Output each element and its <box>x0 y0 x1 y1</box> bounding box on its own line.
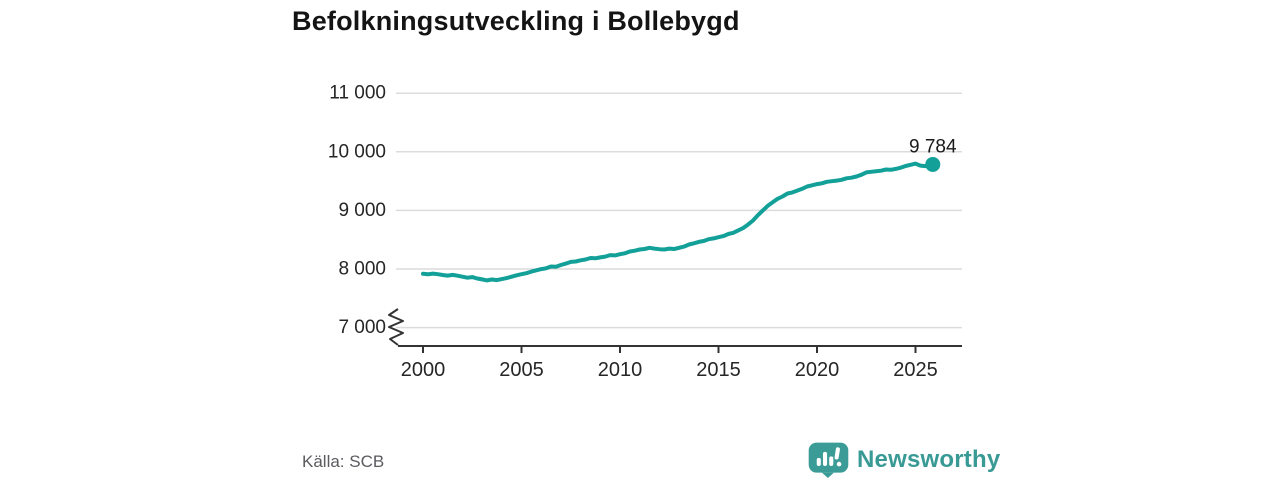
chart-title: Befolkningsutveckling i Bollebygd <box>292 6 740 36</box>
x-axis-tick-label: 2005 <box>499 359 544 381</box>
source-label: Källa: SCB <box>302 452 385 471</box>
y-axis-tick-label: 8 000 <box>338 259 386 280</box>
footer: Källa: SCB Newsworthy <box>0 440 1280 480</box>
end-point-marker <box>925 156 941 172</box>
axis-break-icon <box>388 308 404 346</box>
newsworthy-logo-icon <box>808 442 849 478</box>
newsworthy-logo: Newsworthy <box>808 442 1000 478</box>
y-axis-tick-label: 11 000 <box>329 83 386 104</box>
y-axis-tick-label: 9 000 <box>338 200 386 221</box>
x-axis-tick-label: 2015 <box>696 359 741 381</box>
y-axis-tick-label: 10 000 <box>328 141 386 162</box>
x-axis-tick-label: 2025 <box>893 359 938 381</box>
x-axis-tick-label: 2000 <box>401 359 446 381</box>
y-axis-tick-label: 7 000 <box>338 317 386 338</box>
population-line <box>421 161 933 283</box>
population-line-chart: 11 000 10 000 9 000 8 000 7 000 2000 2005 2010 2… <box>328 83 962 381</box>
x-axis-tick-label: 2010 <box>598 359 643 381</box>
x-axis-tick-label: 2020 <box>795 359 840 381</box>
end-point-label: 9 784 <box>909 136 957 157</box>
newsworthy-logo-text: Newsworthy <box>857 446 1001 473</box>
